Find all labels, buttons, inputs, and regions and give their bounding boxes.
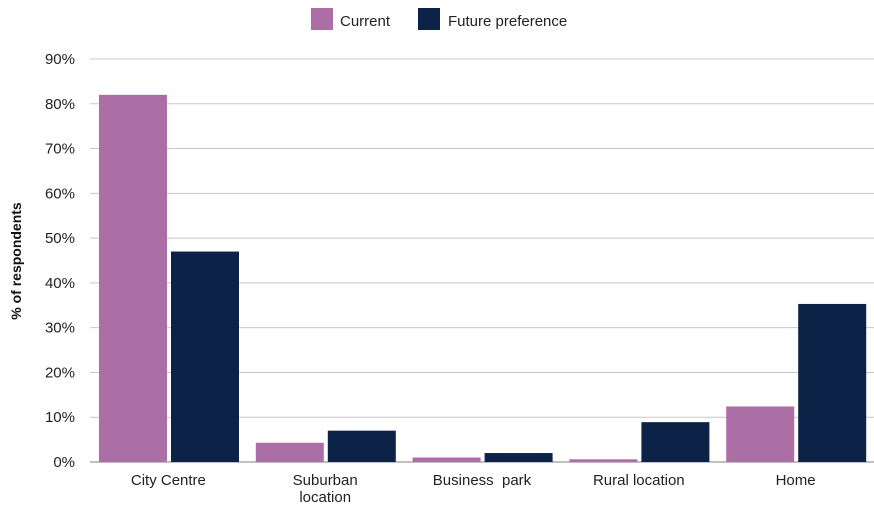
y-axis-title: % of respondents (8, 202, 24, 320)
bar-current (412, 457, 481, 462)
bar-future-preference (171, 251, 239, 462)
y-tick-label: 70% (45, 141, 75, 158)
bar-current (726, 406, 795, 462)
x-category-label: location (299, 489, 351, 506)
x-category-label: Suburban (293, 472, 358, 489)
x-category-label: Rural location (593, 472, 685, 489)
bar-future-preference (798, 303, 867, 462)
x-category-label: Business park (433, 472, 532, 489)
y-tick-label: 20% (45, 364, 75, 381)
legend-label-current: Current (340, 13, 391, 30)
y-axis-ticks: 0% 10% 20% 30% 40% 50% 60% 70% 80% 90% (45, 51, 75, 471)
bar-current (569, 459, 638, 462)
legend-swatch-current (311, 8, 333, 30)
y-tick-label: 80% (45, 96, 75, 113)
y-tick-label: 40% (45, 275, 75, 292)
bar-current (255, 442, 324, 462)
y-tick-label: 90% (45, 51, 75, 68)
y-tick-label: 60% (45, 185, 75, 202)
legend-label-future-preference: Future preference (448, 13, 567, 30)
bars (99, 94, 867, 463)
x-category-label: Home (776, 472, 816, 489)
y-tick-label: 10% (45, 409, 75, 426)
legend: Current Future preference (311, 8, 567, 30)
legend-swatch-future-preference (418, 8, 440, 30)
bar-future-preference (327, 430, 396, 462)
x-category-label: City Centre (131, 472, 206, 489)
bar-future-preference (641, 422, 710, 462)
y-tick-label: 50% (45, 230, 75, 247)
y-tick-label: 30% (45, 320, 75, 337)
bar-current (99, 94, 167, 463)
bar-future-preference (484, 453, 553, 462)
y-tick-label: 0% (53, 454, 75, 471)
